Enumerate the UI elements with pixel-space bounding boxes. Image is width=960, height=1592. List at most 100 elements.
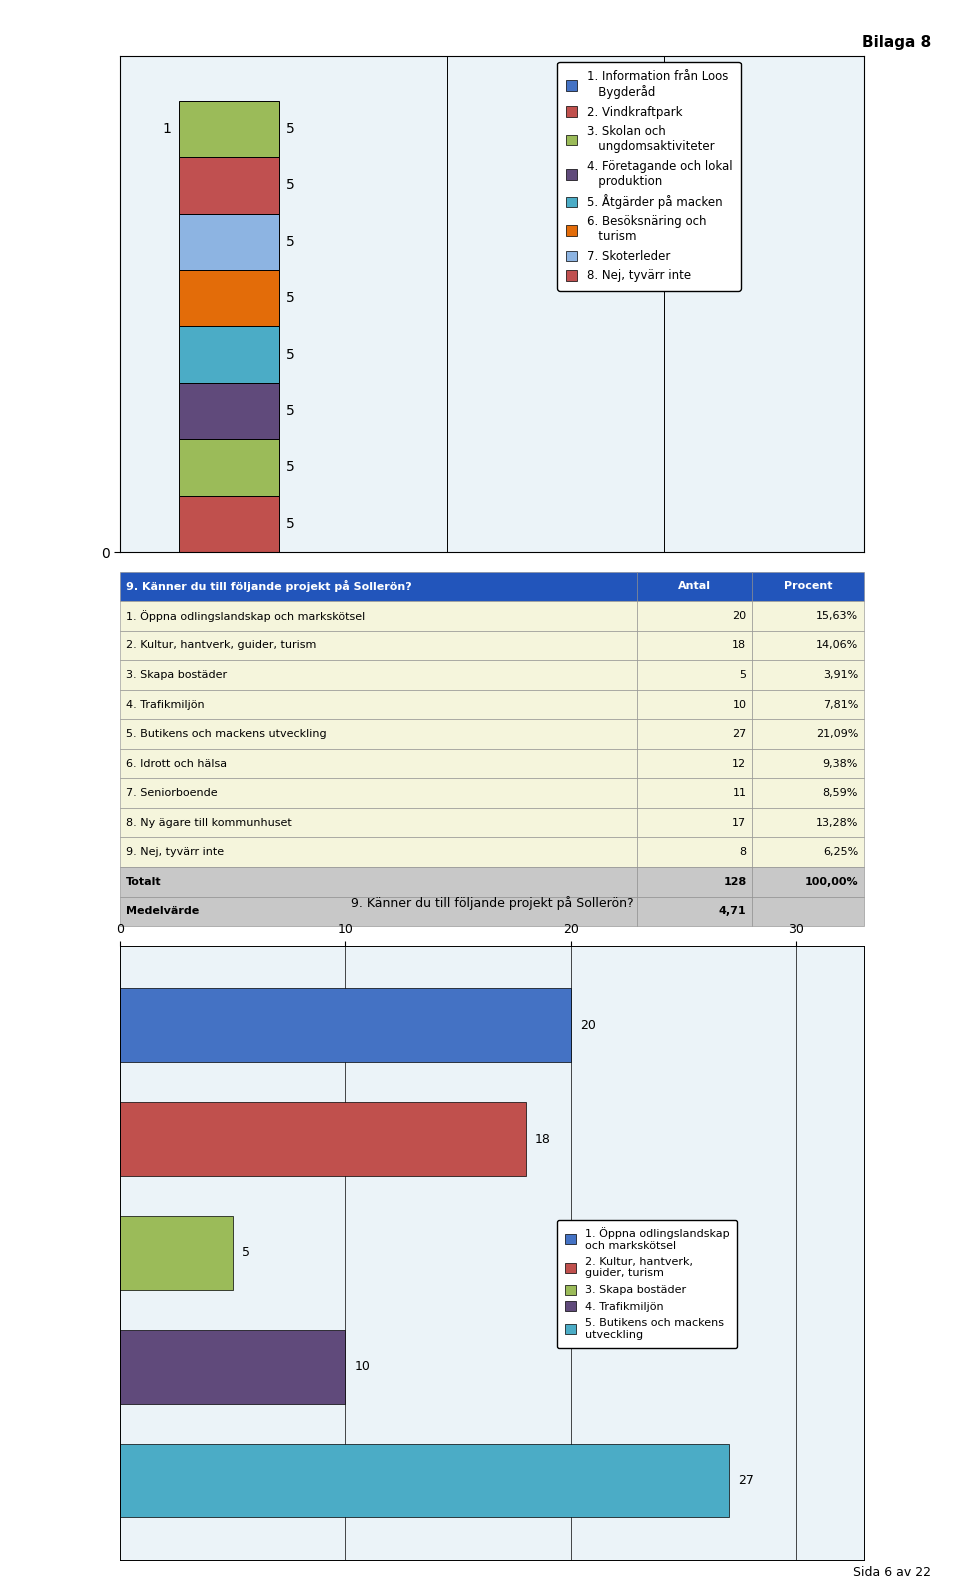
Text: 1. Öppna odlingslandskap och markskötsel: 1. Öppna odlingslandskap och markskötsel	[126, 610, 365, 622]
Bar	[120, 748, 637, 778]
Bar	[637, 602, 753, 630]
Text: 20: 20	[732, 611, 747, 621]
Bar	[120, 807, 637, 837]
Text: 20: 20	[580, 1019, 596, 1032]
Bar	[120, 868, 637, 896]
Bar	[753, 720, 864, 748]
Bar	[120, 720, 637, 748]
Bar	[753, 630, 864, 661]
Bar	[753, 748, 864, 778]
Text: Bilaga 8: Bilaga 8	[862, 35, 931, 49]
Bar	[120, 989, 571, 1062]
Text: Totalt: Totalt	[126, 877, 161, 887]
Text: 100,00%: 100,00%	[804, 877, 858, 887]
Bar	[120, 572, 637, 602]
Bar	[120, 1329, 346, 1404]
Text: 2. Kultur, hantverk, guider, turism: 2. Kultur, hantverk, guider, turism	[126, 640, 317, 651]
Text: 7. Seniorboende: 7. Seniorboende	[126, 788, 218, 798]
Text: 6,25%: 6,25%	[823, 847, 858, 856]
Legend: 1. Öppna odlingslandskap
och markskötsel, 2. Kultur, hantverk,
guider, turism, 3: 1. Öppna odlingslandskap och markskötsel…	[557, 1219, 737, 1348]
Text: 7,81%: 7,81%	[823, 699, 858, 710]
Text: 27: 27	[737, 1474, 754, 1487]
Text: 5: 5	[286, 347, 295, 361]
Bar	[179, 213, 278, 271]
Text: 4. Trafikmiljön: 4. Trafikmiljön	[126, 699, 204, 710]
Text: 8: 8	[739, 847, 747, 856]
Bar	[637, 572, 753, 602]
Bar	[120, 602, 637, 630]
Text: 5: 5	[286, 178, 295, 193]
Bar	[753, 837, 864, 868]
Bar	[753, 689, 864, 720]
Bar	[753, 572, 864, 602]
Text: 17: 17	[732, 818, 747, 828]
Text: 1: 1	[163, 123, 172, 135]
Text: 9. Känner du till följande projekt på Sollerön?: 9. Känner du till följande projekt på So…	[126, 581, 412, 592]
Text: 5: 5	[286, 460, 295, 474]
Text: Procent: Procent	[784, 581, 832, 591]
Bar	[179, 439, 278, 495]
Text: 18: 18	[535, 1132, 551, 1146]
Bar	[179, 271, 278, 326]
Text: 13,28%: 13,28%	[816, 818, 858, 828]
Bar	[637, 689, 753, 720]
Bar	[179, 158, 278, 213]
Bar	[179, 100, 278, 158]
Text: 12: 12	[732, 759, 747, 769]
Text: 5: 5	[286, 236, 295, 248]
Bar	[753, 896, 864, 927]
Bar	[637, 837, 753, 868]
Text: 6. Idrott och hälsa: 6. Idrott och hälsa	[126, 759, 228, 769]
Text: 10: 10	[732, 699, 747, 710]
Bar	[637, 748, 753, 778]
Bar	[120, 896, 637, 927]
Bar	[120, 1216, 232, 1290]
Legend: 1. Information från Loos
   Bygderåd, 2. Vindkraftpark, 3. Skolan och
   ungdoms: 1. Information från Loos Bygderåd, 2. Vi…	[558, 62, 741, 291]
Text: 4,71: 4,71	[719, 906, 747, 917]
Text: 9. Nej, tyvärr inte: 9. Nej, tyvärr inte	[126, 847, 224, 856]
Bar	[637, 720, 753, 748]
Bar	[179, 326, 278, 382]
Text: 21,09%: 21,09%	[816, 729, 858, 739]
Bar	[637, 630, 753, 661]
Text: 5: 5	[286, 404, 295, 419]
Bar	[753, 602, 864, 630]
Text: 27: 27	[732, 729, 747, 739]
Text: Antal: Antal	[678, 581, 711, 591]
Bar	[179, 495, 278, 552]
Text: 10: 10	[354, 1360, 371, 1374]
Text: 11: 11	[732, 788, 747, 798]
Text: 5: 5	[739, 670, 747, 680]
Bar	[637, 778, 753, 807]
Text: Medelvärde: Medelvärde	[126, 906, 200, 917]
Title: 9. Känner du till följande projekt på Sollerön?: 9. Känner du till följande projekt på So…	[350, 896, 634, 909]
Text: 5: 5	[286, 517, 295, 530]
Bar	[120, 661, 637, 689]
Text: 18: 18	[732, 640, 747, 651]
Text: 5: 5	[286, 123, 295, 135]
Bar	[753, 661, 864, 689]
Bar	[753, 778, 864, 807]
Bar	[120, 689, 637, 720]
Bar	[179, 382, 278, 439]
Text: 8,59%: 8,59%	[823, 788, 858, 798]
Text: Sida 6 av 22: Sida 6 av 22	[853, 1567, 931, 1579]
Bar	[637, 807, 753, 837]
Text: 15,63%: 15,63%	[816, 611, 858, 621]
Bar	[120, 1102, 526, 1176]
Text: 8. Ny ägare till kommunhuset: 8. Ny ägare till kommunhuset	[126, 818, 292, 828]
Text: 9,38%: 9,38%	[823, 759, 858, 769]
Bar	[637, 868, 753, 896]
Bar	[637, 896, 753, 927]
Bar	[120, 1444, 729, 1517]
Text: 5: 5	[286, 291, 295, 306]
Bar	[637, 661, 753, 689]
Bar	[120, 837, 637, 868]
Text: 14,06%: 14,06%	[816, 640, 858, 651]
Bar	[753, 807, 864, 837]
Text: 3,91%: 3,91%	[823, 670, 858, 680]
Text: 5: 5	[242, 1247, 250, 1259]
Text: 128: 128	[723, 877, 747, 887]
Bar	[753, 868, 864, 896]
Text: 5. Butikens och mackens utveckling: 5. Butikens och mackens utveckling	[126, 729, 326, 739]
